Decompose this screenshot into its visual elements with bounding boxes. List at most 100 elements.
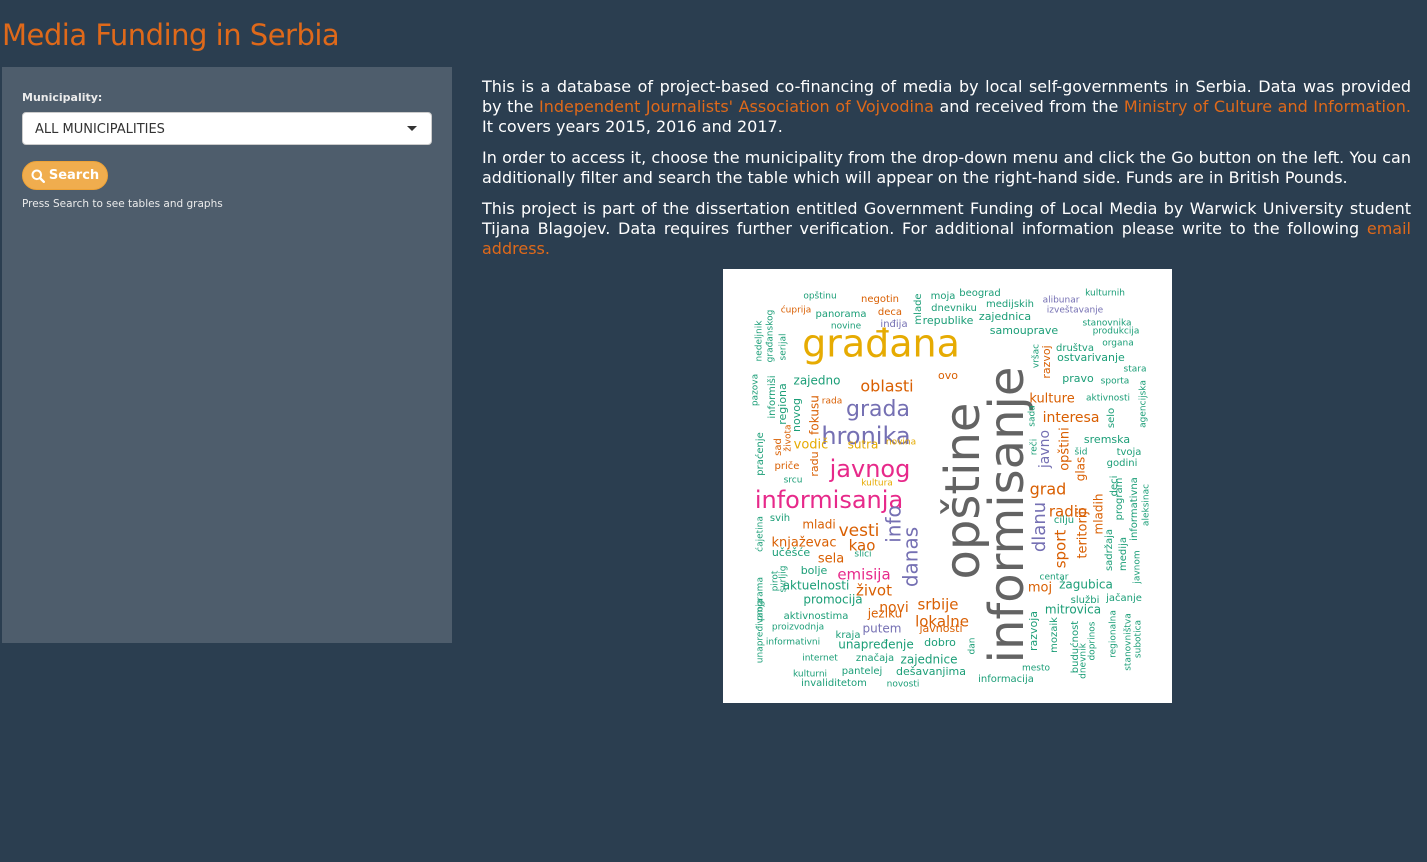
word-cloud-word: kao <box>849 537 876 555</box>
word-cloud-word: vršac <box>1031 344 1042 368</box>
word-cloud-word: vodič <box>794 438 829 453</box>
word-cloud-word: novi <box>879 600 909 616</box>
word-cloud-word: aktuelnosti <box>783 579 850 593</box>
word-cloud-word: građana <box>802 322 960 366</box>
search-help-text: Press Search to see tables and graphs <box>22 198 223 210</box>
word-cloud-word: republike <box>923 314 974 327</box>
word-cloud-word: agencijska <box>1139 380 1149 428</box>
municipality-label: Municipality: <box>22 91 103 104</box>
word-cloud-word: informisanja <box>755 486 903 514</box>
word-cloud-word: radio <box>1049 503 1087 521</box>
word-cloud-word: kraja <box>836 630 861 641</box>
word-cloud-word: dnevniku <box>931 303 977 314</box>
word-cloud-word: alibunar <box>1043 296 1080 306</box>
word-cloud-word: dnevnik <box>1079 642 1089 678</box>
word-cloud-word: mozaik <box>1049 617 1060 653</box>
word-cloud-word: zajedno <box>794 374 841 388</box>
word-cloud-word: jeziku <box>867 607 903 621</box>
word-cloud-word: mitrovica <box>1045 603 1101 617</box>
word-cloud-word: oblasti <box>860 377 913 396</box>
word-cloud-word: produkcija <box>1093 327 1140 337</box>
word-cloud-word: regionalna <box>1109 610 1119 658</box>
intro-paragraph: This is a database of project-based co-f… <box>482 77 1411 137</box>
word-cloud-word: subotica <box>1134 620 1144 658</box>
email-link[interactable]: email address. <box>482 219 1411 258</box>
word-cloud-word: teritoriji <box>1076 507 1091 558</box>
word-cloud-word: regiona <box>776 383 789 425</box>
word-cloud-word: mlade <box>913 293 924 324</box>
municipality-select[interactable]: ALL MUNICIPALITIES <box>22 112 432 145</box>
word-cloud-word: internet <box>802 654 838 664</box>
word-cloud-word: fokusu <box>808 395 822 435</box>
intro-text-2: and received from the <box>939 97 1119 116</box>
word-cloud-word: sremska <box>1084 433 1130 446</box>
ijav-link[interactable]: Independent Journalists' Association of … <box>538 97 934 116</box>
about-text: This project is part of the dissertation… <box>482 199 1411 238</box>
word-cloud-word: godini <box>1107 458 1138 469</box>
word-cloud-word: javnom <box>1133 550 1143 584</box>
word-cloud-word: sadržaja <box>1103 529 1115 571</box>
word-cloud-word: žagubica <box>1059 578 1113 592</box>
word-cloud-word: slici <box>854 550 871 560</box>
word-cloud-word: ćajetina <box>755 516 766 552</box>
word-cloud-word: reči <box>1029 439 1040 456</box>
search-button-label: Search <box>48 168 100 183</box>
word-cloud-word: negotin <box>861 294 899 305</box>
word-cloud-word: deca <box>878 307 902 318</box>
word-cloud-word: program <box>1114 478 1125 521</box>
word-cloud-word: javnosti <box>918 622 962 635</box>
word-cloud-word: šid <box>1075 447 1088 458</box>
word-cloud-word: stara <box>1124 365 1147 375</box>
intro-text-1: This is a database of project-based co-f… <box>482 77 1411 116</box>
word-cloud-word: invaliditetom <box>801 678 867 689</box>
word-cloud-word: ćuprija <box>781 305 812 316</box>
instructions-paragraph: In order to access it, choose the munici… <box>482 148 1411 187</box>
word-cloud-word: razvoja <box>1027 611 1040 651</box>
search-icon <box>31 169 45 183</box>
word-cloud-word: promocija <box>803 593 862 607</box>
word-cloud-word: unapređivanja <box>756 599 766 663</box>
word-cloud-word: danas <box>899 527 923 587</box>
word-cloud-word: grad <box>1030 480 1067 499</box>
word-cloud-word: tvoja <box>1117 447 1142 458</box>
word-cloud-word: mladi <box>802 518 835 532</box>
word-cloud-word: javno <box>1037 430 1053 469</box>
word-cloud-word: sada <box>1028 405 1038 426</box>
word-cloud-word: sutra <box>848 438 879 452</box>
ministry-link[interactable]: Ministry of Culture and Information. <box>1123 97 1411 116</box>
word-cloud-word: razvoj <box>1040 345 1053 378</box>
word-cloud-word: programa <box>756 577 766 621</box>
word-cloud-word: srbije <box>917 596 958 614</box>
word-cloud-word: interesa <box>1043 410 1100 426</box>
word-cloud-word: društva <box>1056 342 1094 354</box>
word-cloud-word: cilju <box>1054 515 1074 526</box>
word-cloud-word: samouprave <box>990 324 1059 337</box>
intro-text-3: It covers years 2015, 2016 and 2017. <box>482 117 783 136</box>
word-cloud-word: novine <box>831 322 862 332</box>
word-cloud-word: doprinos <box>1088 621 1098 660</box>
word-cloud-word: informacija <box>978 674 1034 685</box>
word-cloud-word: proizvodnja <box>772 623 824 633</box>
word-cloud-word: putem <box>863 622 902 636</box>
word-cloud-word: medijskih <box>986 299 1034 310</box>
word-cloud-word: praćenje <box>754 432 766 476</box>
word-cloud-word: bolje <box>801 564 828 577</box>
word-cloud-word: kulture <box>1029 392 1074 407</box>
word-cloud-word: informisanje <box>979 367 1035 664</box>
word-cloud-word: opštine <box>935 403 991 580</box>
word-cloud-word: novina <box>886 438 916 448</box>
search-button[interactable]: Search <box>22 161 108 190</box>
about-paragraph: This project is part of the dissertation… <box>482 199 1411 259</box>
caret-down-icon <box>407 126 417 131</box>
word-cloud-word: kulturni <box>793 670 827 680</box>
word-cloud-word: opštini <box>1058 427 1073 471</box>
word-cloud-word: informativna <box>1129 477 1140 541</box>
word-cloud-word: života <box>784 424 794 451</box>
word-cloud-word: selo <box>1106 408 1117 428</box>
word-cloud-word: zajednica <box>979 310 1031 323</box>
main-panel: This is a database of project-based co-f… <box>482 77 1411 270</box>
word-cloud-word: zajednice <box>901 653 958 667</box>
word-cloud-word: nedeljnik <box>755 320 765 362</box>
word-cloud-word: hronika <box>821 422 910 450</box>
word-cloud-word: pantelej <box>842 666 883 677</box>
